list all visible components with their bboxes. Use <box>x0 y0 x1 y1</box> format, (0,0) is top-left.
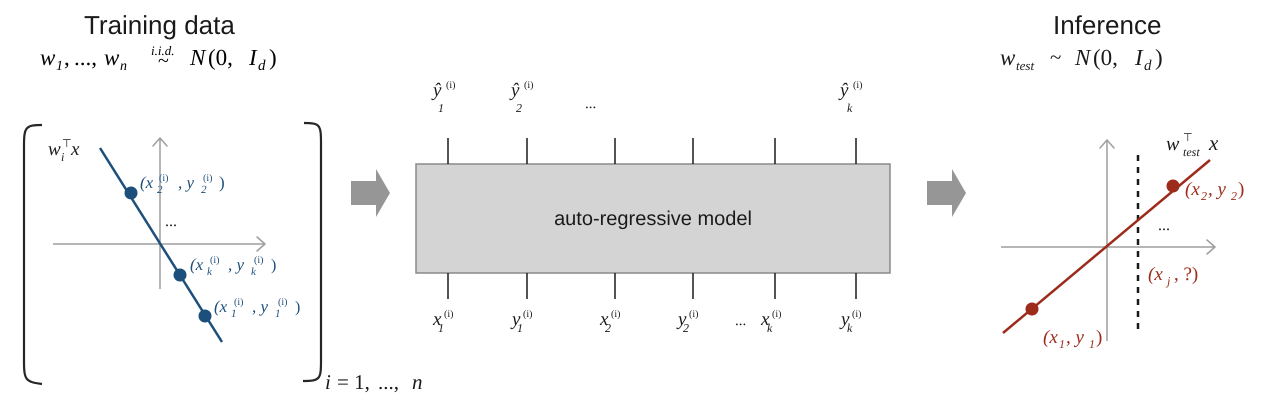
svg-text:1: 1 <box>1059 337 1065 351</box>
svg-text:...: ... <box>1158 217 1170 234</box>
svg-text:test: test <box>1183 145 1200 159</box>
svg-text:, y: , y <box>1066 327 1085 348</box>
svg-text:w: w <box>1166 133 1180 155</box>
svg-text:2: 2 <box>1231 189 1237 203</box>
svg-text:(x: (x <box>1185 179 1200 200</box>
svg-text:1: 1 <box>1089 337 1095 351</box>
svg-text:): ) <box>1096 327 1102 348</box>
svg-text:x: x <box>1208 131 1219 155</box>
svg-text:⊤: ⊤ <box>1183 132 1193 144</box>
svg-text:(x: (x <box>1148 264 1163 285</box>
svg-text:, y: , y <box>1208 179 1227 200</box>
svg-text:): ) <box>1238 179 1244 200</box>
svg-text:, ?): , ?) <box>1174 264 1198 285</box>
svg-text:(x: (x <box>1043 327 1058 348</box>
svg-text:2: 2 <box>1201 189 1207 203</box>
svg-text:j: j <box>1165 274 1171 288</box>
